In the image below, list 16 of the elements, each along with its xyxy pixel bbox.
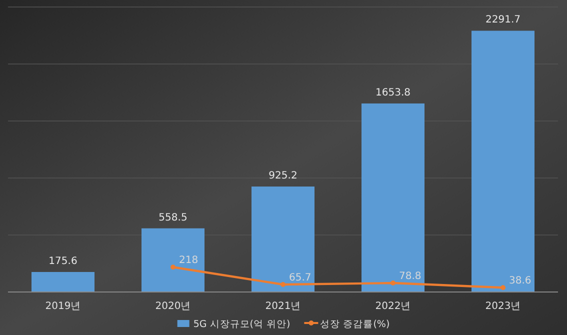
data-label: 175.6: [48, 256, 78, 267]
data-label: 1653.8: [376, 87, 410, 98]
data-label: 925.2: [268, 170, 298, 182]
x-tick-label: 2020년: [155, 301, 191, 312]
x-tick-label: 2023년: [485, 301, 521, 312]
data-label: 2291.7: [486, 14, 520, 26]
data-label: 38.6: [509, 276, 532, 287]
data-label: 65.7: [289, 272, 312, 284]
x-tick-label: 2019년: [45, 301, 81, 312]
x-tick-label: 2022년: [375, 301, 411, 312]
legend-label: 5G 시장규모(억 위안): [193, 319, 290, 330]
legend-label: 성장 증감률(%): [320, 319, 390, 330]
x-tick-label: 2021년: [265, 301, 301, 312]
data-label: 558.5: [158, 212, 188, 224]
data-label: 218: [179, 255, 198, 266]
data-label: 78.8: [399, 271, 422, 282]
